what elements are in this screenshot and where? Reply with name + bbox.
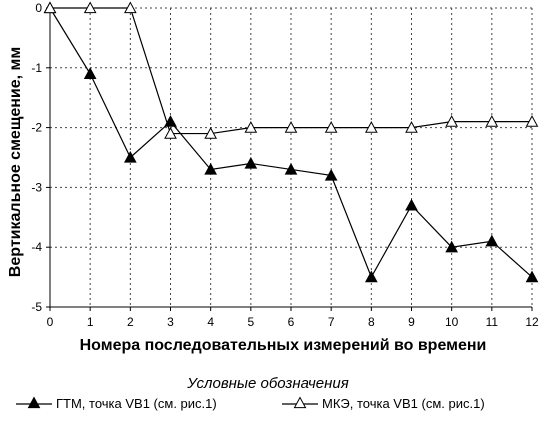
data-point [405,121,418,133]
data-point [445,115,459,127]
legend-open-triangle-marker [293,396,307,409]
legend-label: ГТМ, точка VB1 (см. рис.1) [56,396,217,411]
data-point [244,121,258,133]
legend-title: Условные обозначения [186,375,348,392]
data-point [43,1,57,14]
x-tick-label: 1 [87,315,94,329]
legend-items: ГТМ, точка VB1 (см. рис.1) МКЭ, точка VB1… [16,396,485,411]
x-tick-label: 2 [127,315,134,329]
x-tick-label: 10 [445,315,459,329]
data-point [244,156,258,169]
data-point [83,67,97,79]
y-ticks: 0 -1 -2 -3 -4 -5 [31,1,50,314]
data-point [123,150,137,163]
y-axis-label: Вертикальное смещение, мм [7,47,24,277]
data-point [324,121,338,133]
x-tick-label: 6 [288,315,295,329]
data-point [123,1,137,14]
x-tick-label: 5 [247,315,254,329]
x-tick-label: 7 [328,315,335,329]
data-point [445,240,459,253]
legend-item: МКЭ, точка VB1 (см. рис.1) [282,396,485,411]
data-point [164,127,177,139]
data-point [525,270,539,283]
data-point [284,121,298,133]
data-point [525,115,539,127]
data-point [364,121,378,133]
legend-filled-triangle-marker [27,396,41,409]
x-tick-label: 8 [368,315,375,329]
data-point [204,162,218,175]
series [43,1,539,283]
legend: Условные обозначения ГТМ, точка VB1 (см.… [16,375,485,411]
y-tick-label: -2 [31,121,42,135]
y-tick-label: -4 [31,240,42,254]
x-tick-label: 9 [408,315,415,329]
x-tick-label: 4 [207,315,214,329]
data-point [485,115,499,127]
x-tick-label: 3 [167,315,174,329]
axes [49,8,532,308]
y-tick-label: 0 [35,1,42,15]
data-point [83,1,97,14]
x-tick-label: 11 [486,315,499,329]
data-point [204,127,218,139]
x-tick-label: 0 [47,315,54,329]
grid [50,7,533,307]
x-tick-label: 12 [525,315,539,329]
data-point [284,162,298,175]
data-point [485,234,499,247]
y-tick-label: -5 [31,300,42,314]
x-ticks: 0 1 2 3 4 5 6 7 8 9 10 11 12 [47,307,539,329]
data-point [364,270,378,283]
y-tick-label: -1 [31,61,42,75]
legend-item: ГТМ, точка VB1 (см. рис.1) [16,396,217,411]
data-point [405,198,418,211]
x-axis-label: Номера последовательных измерений во вре… [80,337,487,354]
legend-label: МКЭ, точка VB1 (см. рис.1) [322,396,485,411]
data-point [324,168,338,181]
y-tick-label: -3 [31,180,42,194]
series-mke [43,1,539,139]
